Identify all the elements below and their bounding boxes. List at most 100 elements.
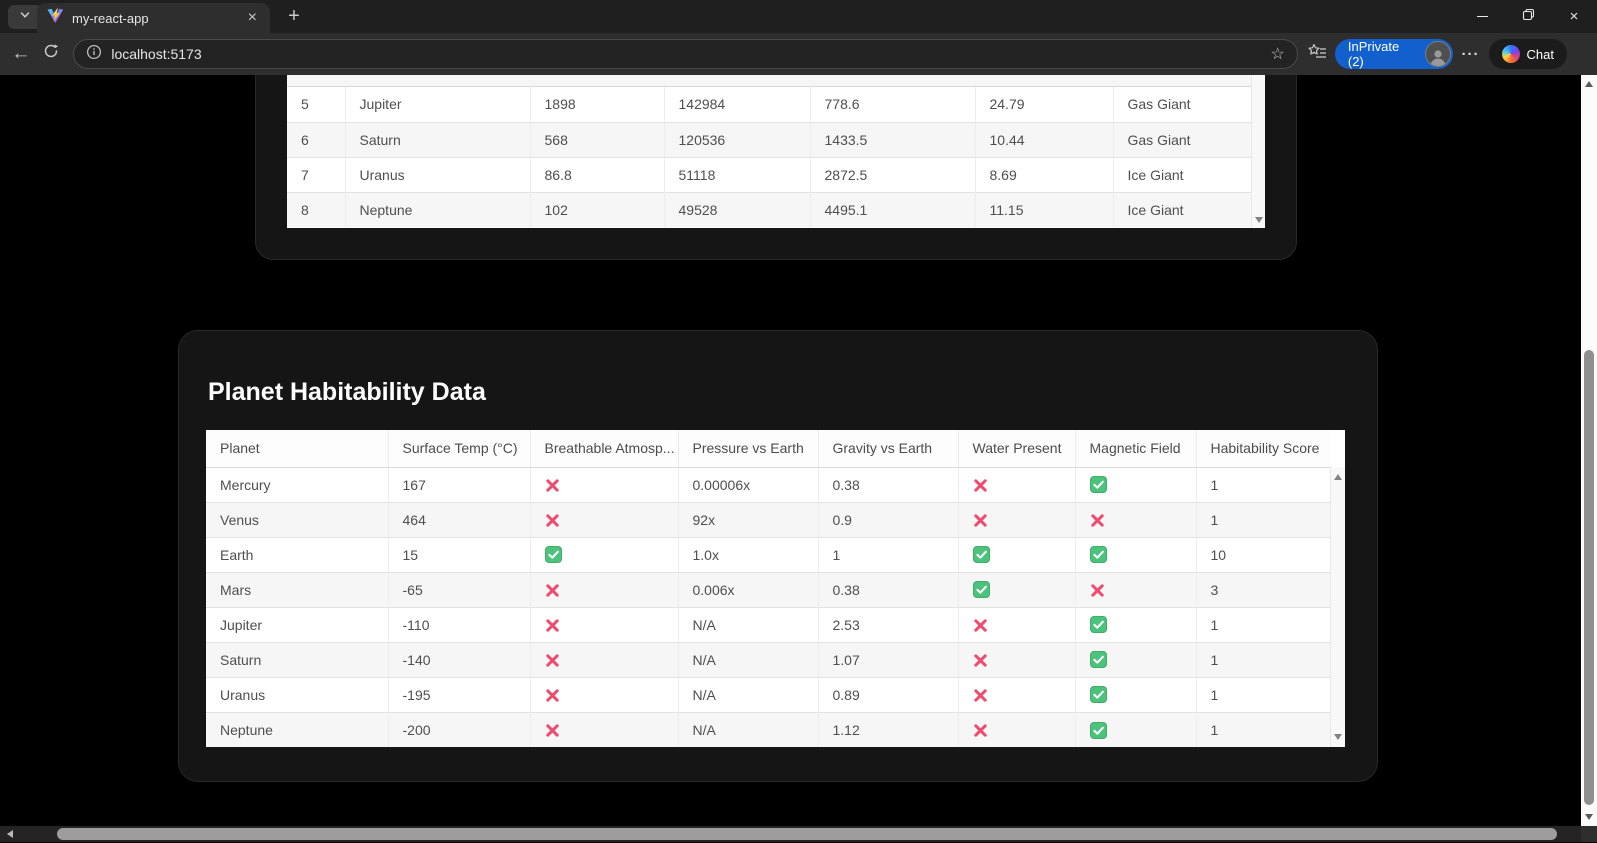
cell-pressure: N/A [678,676,819,712]
cell-distance: 2872.5 [810,156,976,192]
cross-icon [545,653,560,668]
refresh-icon [43,43,59,65]
cell-mass: 1898 [530,87,665,122]
cell-magnetic [1075,676,1197,712]
cross-icon [545,618,560,633]
cell-mass: 86.8 [530,156,665,192]
scroll-left-icon[interactable] [7,830,13,838]
avatar [1424,41,1451,67]
check-icon [1089,721,1107,739]
table-row: Mercury 167 0.00006x 0.38 1 [206,467,1330,502]
cell-score: 1 [1196,676,1330,712]
scroll-up-icon[interactable] [1585,81,1593,87]
cell-gravity_vs: 1.12 [818,711,959,747]
cell-type: Gas Giant [1113,121,1251,157]
page-info-icon[interactable] [86,44,102,65]
cell-breathable [530,676,679,712]
vertical-scroll-thumb[interactable] [1584,350,1594,805]
cell-gravity_vs: 0.9 [818,501,959,537]
planets-table-scrollbar[interactable] [1251,75,1265,228]
scroll-down-icon[interactable] [1585,814,1593,820]
tab-close-icon[interactable]: × [247,9,257,26]
cell-score: 10 [1196,536,1330,572]
column-header-score: Habitability Score [1196,430,1330,468]
column-header-gravity_vs: Gravity vs Earth [818,430,959,468]
cross-icon [545,513,560,528]
cell-name: Neptune [345,191,531,227]
cell-breathable [530,501,679,537]
page-horizontal-scrollbar[interactable] [0,826,1597,842]
cell-gravity: 8.69 [975,156,1114,192]
cell-pressure: N/A [678,606,819,642]
cell-score: 1 [1196,501,1330,537]
new-tab-button[interactable]: + [288,5,300,27]
cross-icon [1090,513,1105,528]
check-icon [1089,616,1107,634]
browser-toolbar: ← localhost:5173 ☆ InPrivate (2) ··· [0,33,1597,75]
cell-magnetic [1075,641,1197,677]
table-row: 7 Uranus 86.8 51118 2872.5 8.69 Ice Giant [287,156,1251,192]
column-header-pressure: Pressure vs Earth [678,430,819,468]
check-icon [1089,651,1107,669]
restore-button[interactable] [1505,0,1551,33]
cell-pressure: 0.00006x [678,467,819,502]
cell-name: Jupiter [345,87,531,122]
cross-icon [973,688,988,703]
planets-table-container: 5 Jupiter 1898 142984 778.6 24.79 Gas Giant 6 Sa… [287,75,1265,228]
cell-magnetic [1075,711,1197,747]
cross-icon [973,653,988,668]
cell-water [958,606,1076,642]
cross-icon [545,723,560,738]
table-row: Venus 464 92x 0.9 1 [206,501,1330,537]
table-row: Earth 15 1.0x 1 10 [206,536,1330,572]
habitability-table-scrollbar[interactable] [1330,467,1345,747]
browser-tab[interactable]: my-react-app × [37,3,270,33]
cell-water [958,571,1076,607]
url-text[interactable]: localhost:5173 [111,46,202,62]
cross-icon [973,618,988,633]
copilot-icon [1501,45,1520,63]
cell-magnetic [1075,536,1197,572]
cell-diameter: 51118 [664,156,811,192]
scrollbar-corner [1581,826,1597,842]
back-button[interactable]: ← [11,43,31,64]
tab-actions-button[interactable] [8,5,42,29]
horizontal-scroll-thumb[interactable] [57,828,1557,840]
cell-diameter: 120536 [664,121,811,157]
check-icon [972,581,990,599]
cell-name: Uranus [345,156,531,192]
column-header-water: Water Present [958,430,1076,468]
copilot-chat-button[interactable]: Chat [1488,39,1567,69]
refresh-button[interactable] [36,39,66,69]
check-icon [544,546,562,564]
vite-favicon-icon [47,7,64,29]
inprivate-badge[interactable]: InPrivate (2) [1334,39,1453,69]
cell-water [958,641,1076,677]
scroll-down-icon[interactable] [1254,217,1263,223]
close-button[interactable]: × [1569,8,1579,25]
scroll-down-icon[interactable] [1334,734,1342,740]
cell-breathable [530,711,679,747]
scroll-up-icon[interactable] [1334,474,1342,480]
table-row: Jupiter -110 N/A 2.53 1 [206,606,1330,642]
cell-type: Ice Giant [1113,156,1251,192]
minimize-button[interactable] [1459,0,1505,33]
tab-title: my-react-app [72,10,149,26]
cell-diameter: 142984 [664,87,811,122]
cell-magnetic [1075,467,1197,502]
chat-label: Chat [1526,46,1554,62]
cell-water [958,711,1076,747]
favorites-button[interactable] [1308,43,1327,65]
more-options-button[interactable]: ··· [1461,45,1480,63]
bookmark-star-icon[interactable]: ☆ [1270,46,1285,63]
page-vertical-scrollbar[interactable] [1581,75,1597,826]
cell-magnetic [1075,501,1197,537]
column-header-magnetic: Magnetic Field [1075,430,1197,468]
table-row: 8 Neptune 102 49528 4495.1 11.15 Ice Giant [287,191,1251,227]
cell-pressure: 92x [678,501,819,537]
address-bar[interactable]: localhost:5173 ☆ [73,39,1298,69]
cell-gravity_vs: 0.38 [818,571,959,607]
table-row: 6 Saturn 568 120536 1433.5 10.44 Gas Giant [287,121,1251,157]
table-row: Neptune -200 N/A 1.12 1 [206,711,1330,747]
